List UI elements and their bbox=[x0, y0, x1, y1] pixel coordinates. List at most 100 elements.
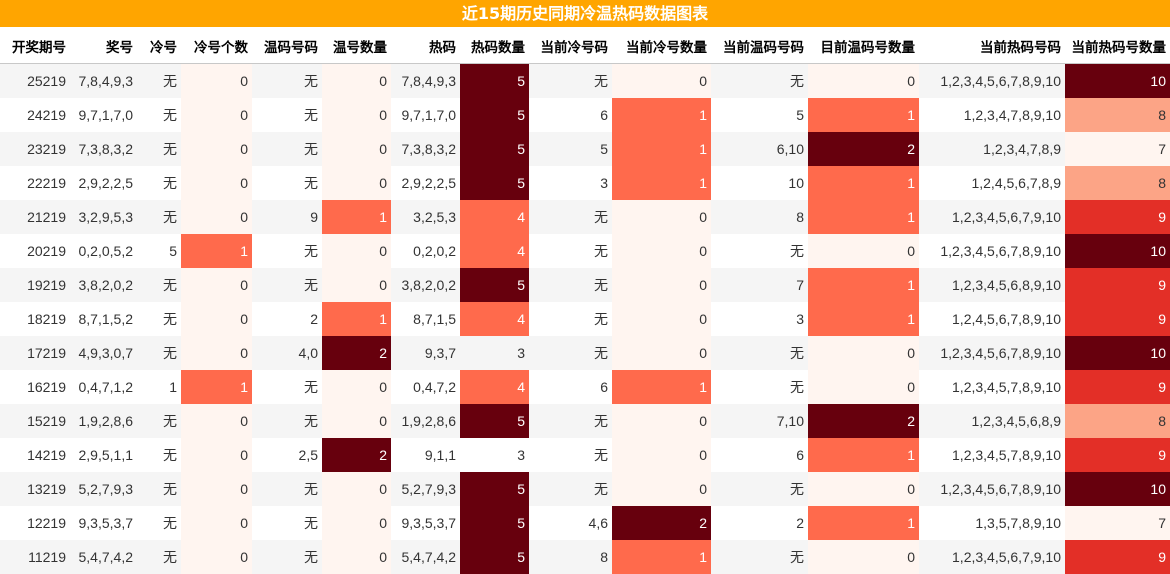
table-row: 19219 3,8,2,0,2 无 0 无 0 3,8,2,0,2 5 无 0 7 1 1,2,3,4,… bbox=[0, 268, 1170, 302]
current-hot-numbers-cell: 1,3,5,7,8,9,10 bbox=[919, 506, 1065, 540]
draw-number-cell: 20219 bbox=[0, 234, 70, 268]
cold-numbers-cell: 无 bbox=[137, 302, 181, 336]
cold-count-cell: 0 bbox=[181, 132, 252, 166]
table-row: 15219 1,9,2,8,6 无 0 无 0 1,9,2,8,6 5 无 0 7,10 2 1,2,3… bbox=[0, 404, 1170, 438]
current-warm-numbers-cell: 5 bbox=[711, 98, 808, 132]
hot-numbers-cell: 9,3,5,3,7 bbox=[391, 506, 460, 540]
col-header-hot-count: 热码数量 bbox=[460, 28, 529, 64]
winning-numbers-cell: 5,2,7,9,3 bbox=[70, 472, 137, 506]
current-warm-numbers-cell: 10 bbox=[711, 166, 808, 200]
current-cold-numbers-cell: 5 bbox=[529, 132, 612, 166]
cold-numbers-cell: 5 bbox=[137, 234, 181, 268]
hot-numbers-cell: 5,4,7,4,2 bbox=[391, 540, 460, 574]
current-cold-numbers-cell: 3 bbox=[529, 166, 612, 200]
cold-numbers-cell: 无 bbox=[137, 98, 181, 132]
current-warm-count-cell: 1 bbox=[808, 506, 919, 540]
winning-numbers-cell: 1,9,2,8,6 bbox=[70, 404, 137, 438]
table-row: 25219 7,8,4,9,3 无 0 无 0 7,8,4,9,3 5 无 0 无 0 1,2,3,4,… bbox=[0, 63, 1170, 98]
current-cold-numbers-cell: 无 bbox=[529, 268, 612, 302]
draw-number-cell: 17219 bbox=[0, 336, 70, 370]
current-hot-count-cell: 10 bbox=[1065, 63, 1170, 98]
current-hot-count-cell: 9 bbox=[1065, 302, 1170, 336]
current-hot-numbers-cell: 1,2,3,4,5,7,8,9,10 bbox=[919, 370, 1065, 404]
current-hot-count-cell: 9 bbox=[1065, 200, 1170, 234]
cold-warm-hot-table: 开奖期号 奖号 冷号 冷号个数 温码号码 温号数量 热码 热码数量 当前冷号码 当前冷号数量 当前温… bbox=[0, 28, 1170, 574]
current-warm-count-cell: 1 bbox=[808, 438, 919, 472]
current-hot-count-cell: 9 bbox=[1065, 438, 1170, 472]
warm-count-cell: 0 bbox=[322, 472, 391, 506]
hot-count-cell: 4 bbox=[460, 200, 529, 234]
header-row: 开奖期号 奖号 冷号 冷号个数 温码号码 温号数量 热码 热码数量 当前冷号码 当前冷号数量 当前温… bbox=[0, 28, 1170, 64]
warm-numbers-cell: 无 bbox=[252, 268, 322, 302]
cold-numbers-cell: 1 bbox=[137, 370, 181, 404]
current-cold-numbers-cell: 6 bbox=[529, 370, 612, 404]
draw-number-cell: 22219 bbox=[0, 166, 70, 200]
current-cold-count-cell: 0 bbox=[612, 234, 711, 268]
current-warm-count-cell: 0 bbox=[808, 370, 919, 404]
table-row: 14219 2,9,5,1,1 无 0 2,5 2 9,1,1 3 无 0 6 1 1,2,3,4,5,… bbox=[0, 438, 1170, 472]
current-cold-count-cell: 0 bbox=[612, 268, 711, 302]
winning-numbers-cell: 0,4,7,1,2 bbox=[70, 370, 137, 404]
winning-numbers-cell: 9,7,1,7,0 bbox=[70, 98, 137, 132]
cold-numbers-cell: 无 bbox=[137, 200, 181, 234]
current-warm-count-cell: 0 bbox=[808, 336, 919, 370]
cold-count-cell: 0 bbox=[181, 336, 252, 370]
current-warm-numbers-cell: 无 bbox=[711, 63, 808, 98]
warm-numbers-cell: 无 bbox=[252, 132, 322, 166]
col-header-current-cold-count: 当前冷号数量 bbox=[612, 28, 711, 64]
draw-number-cell: 21219 bbox=[0, 200, 70, 234]
current-cold-count-cell: 0 bbox=[612, 472, 711, 506]
current-hot-numbers-cell: 1,2,4,5,6,7,8,9,10 bbox=[919, 302, 1065, 336]
col-header-winning-numbers: 奖号 bbox=[70, 28, 137, 64]
hot-count-cell: 4 bbox=[460, 302, 529, 336]
current-cold-count-cell: 0 bbox=[612, 200, 711, 234]
current-hot-count-cell: 10 bbox=[1065, 234, 1170, 268]
current-hot-numbers-cell: 1,2,3,4,5,6,8,9,10 bbox=[919, 268, 1065, 302]
cold-count-cell: 0 bbox=[181, 438, 252, 472]
cold-numbers-cell: 无 bbox=[137, 166, 181, 200]
chart-title: 近15期历史同期冷温热码数据图表 bbox=[0, 0, 1170, 27]
col-header-hot-numbers: 热码 bbox=[391, 28, 460, 64]
current-hot-numbers-cell: 1,2,3,4,7,8,9,10 bbox=[919, 98, 1065, 132]
current-warm-count-cell: 2 bbox=[808, 404, 919, 438]
col-header-warm-numbers: 温码号码 bbox=[252, 28, 322, 64]
hot-numbers-cell: 0,4,7,2 bbox=[391, 370, 460, 404]
current-cold-numbers-cell: 6 bbox=[529, 98, 612, 132]
current-warm-count-cell: 0 bbox=[808, 234, 919, 268]
hot-count-cell: 5 bbox=[460, 540, 529, 574]
current-hot-count-cell: 8 bbox=[1065, 404, 1170, 438]
current-cold-count-cell: 1 bbox=[612, 370, 711, 404]
hot-count-cell: 5 bbox=[460, 98, 529, 132]
cold-count-cell: 0 bbox=[181, 404, 252, 438]
winning-numbers-cell: 0,2,0,5,2 bbox=[70, 234, 137, 268]
warm-numbers-cell: 无 bbox=[252, 234, 322, 268]
draw-number-cell: 18219 bbox=[0, 302, 70, 336]
winning-numbers-cell: 7,3,8,3,2 bbox=[70, 132, 137, 166]
warm-numbers-cell: 无 bbox=[252, 98, 322, 132]
warm-numbers-cell: 4,0 bbox=[252, 336, 322, 370]
current-cold-numbers-cell: 无 bbox=[529, 234, 612, 268]
table-row: 16219 0,4,7,1,2 1 1 无 0 0,4,7,2 4 6 1 无 0 1,2,3,4,5,… bbox=[0, 370, 1170, 404]
cold-count-cell: 1 bbox=[181, 234, 252, 268]
hot-count-cell: 3 bbox=[460, 336, 529, 370]
current-cold-numbers-cell: 无 bbox=[529, 302, 612, 336]
cold-numbers-cell: 无 bbox=[137, 540, 181, 574]
warm-numbers-cell: 无 bbox=[252, 63, 322, 98]
warm-count-cell: 0 bbox=[322, 370, 391, 404]
warm-count-cell: 0 bbox=[322, 404, 391, 438]
hot-numbers-cell: 5,2,7,9,3 bbox=[391, 472, 460, 506]
current-cold-count-cell: 0 bbox=[612, 336, 711, 370]
cold-count-cell: 0 bbox=[181, 540, 252, 574]
table-row: 24219 9,7,1,7,0 无 0 无 0 9,7,1,7,0 5 6 1 5 1 1,2,3,4,… bbox=[0, 98, 1170, 132]
warm-numbers-cell: 无 bbox=[252, 370, 322, 404]
warm-numbers-cell: 无 bbox=[252, 540, 322, 574]
warm-numbers-cell: 无 bbox=[252, 472, 322, 506]
hot-numbers-cell: 1,9,2,8,6 bbox=[391, 404, 460, 438]
current-hot-count-cell: 9 bbox=[1065, 268, 1170, 302]
current-hot-numbers-cell: 1,2,3,4,5,6,7,8,9,10 bbox=[919, 472, 1065, 506]
draw-number-cell: 11219 bbox=[0, 540, 70, 574]
hot-numbers-cell: 7,8,4,9,3 bbox=[391, 63, 460, 98]
cold-count-cell: 1 bbox=[181, 370, 252, 404]
warm-count-cell: 1 bbox=[322, 200, 391, 234]
current-cold-numbers-cell: 4,6 bbox=[529, 506, 612, 540]
